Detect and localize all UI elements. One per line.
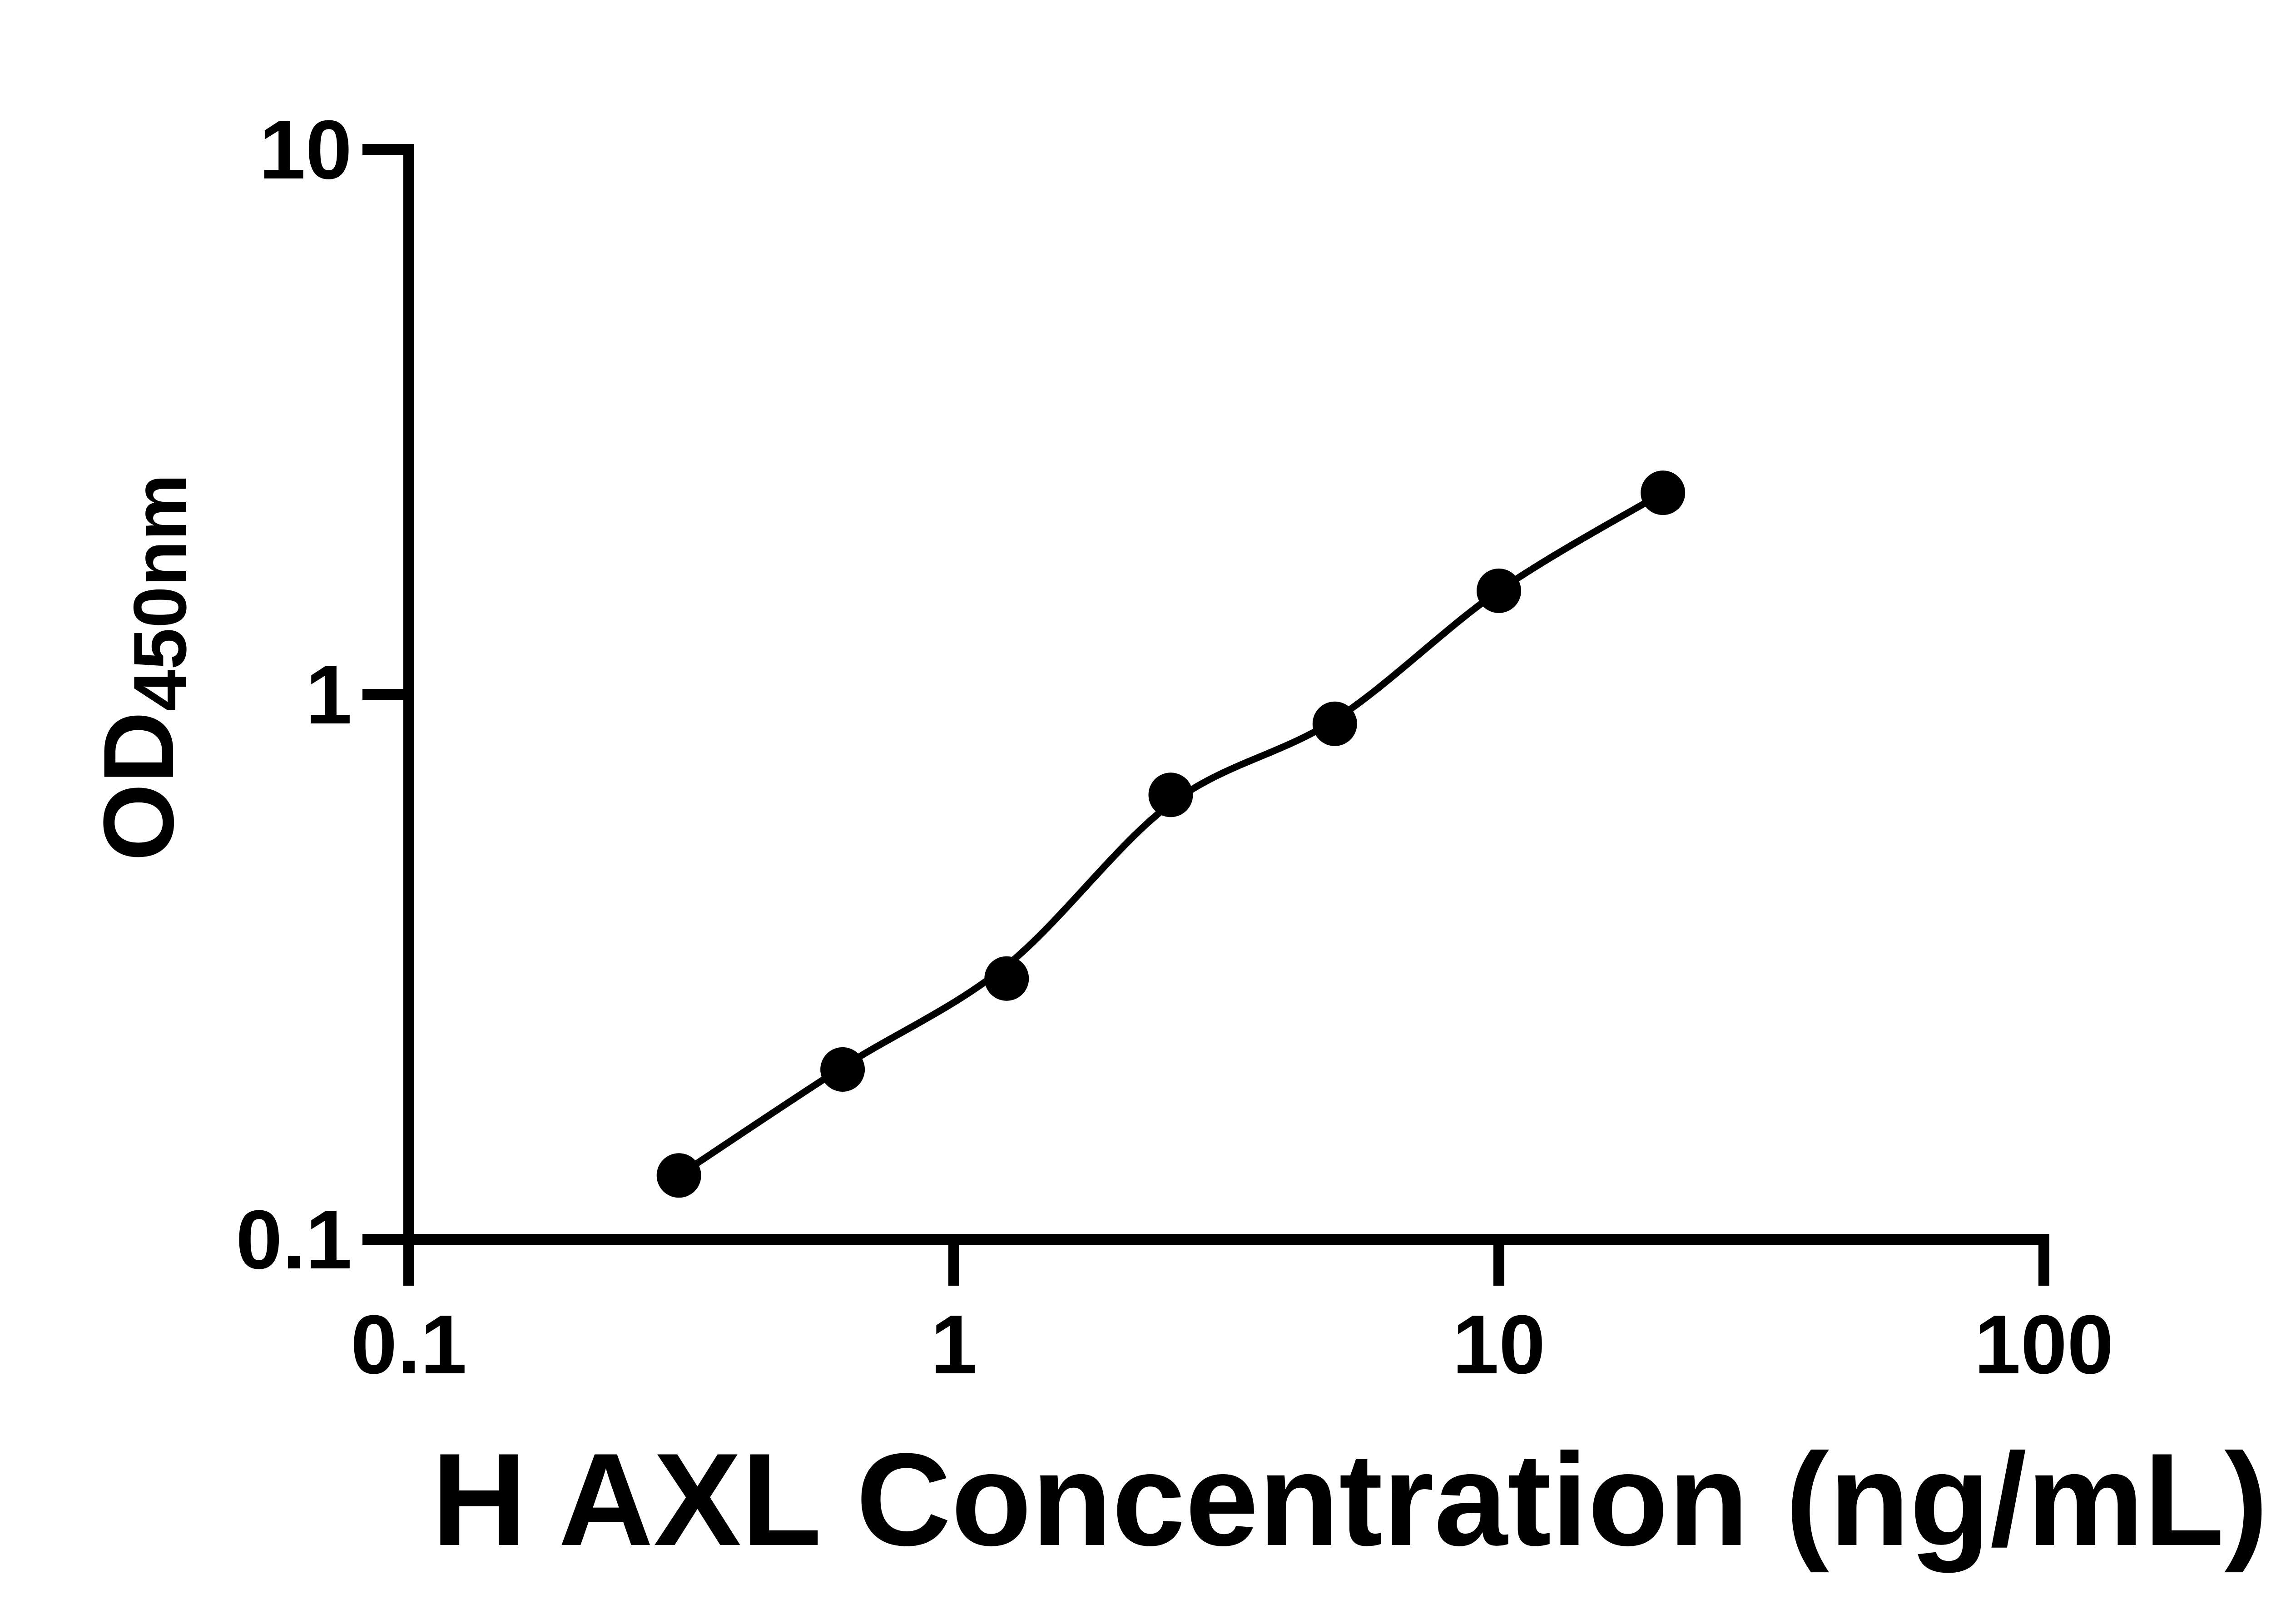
data-point xyxy=(1641,470,1686,515)
x-axis-tick xyxy=(1493,1245,1504,1286)
x-axis-tick xyxy=(2038,1245,2049,1286)
x-tick-label: 10 xyxy=(1452,1297,1546,1391)
data-point xyxy=(1148,772,1193,817)
x-tick-label: 1 xyxy=(930,1297,977,1391)
x-axis-title: H AXL Concentration (ng/mL) xyxy=(431,1426,2268,1573)
y-tick-label: 10 xyxy=(259,103,352,196)
y-tick-label: 0.1 xyxy=(236,1193,352,1286)
data-point xyxy=(820,1047,865,1092)
data-point xyxy=(984,956,1029,1001)
data-point xyxy=(656,1153,701,1198)
axes-group xyxy=(362,144,2049,1286)
y-axis-tick xyxy=(362,689,403,700)
y-axis-tick xyxy=(362,1234,403,1245)
x-tick-label: 0.1 xyxy=(351,1297,467,1391)
x-axis-line xyxy=(403,1234,2049,1245)
y-axis-title-subscript: 450nm xyxy=(118,474,202,712)
y-axis-line xyxy=(403,144,414,1245)
y-tick-label: 1 xyxy=(305,648,352,741)
y-axis-tick xyxy=(362,144,403,155)
x-axis-tick xyxy=(403,1245,414,1286)
data-point xyxy=(1477,568,1521,613)
x-axis-tick xyxy=(948,1245,959,1286)
data-point xyxy=(1312,701,1357,746)
x-tick-label: 100 xyxy=(1974,1297,2114,1391)
y-axis-title-main: OD xyxy=(83,711,194,862)
y-axis-title: OD450nm xyxy=(70,463,207,872)
data-points-group xyxy=(656,470,1686,1198)
